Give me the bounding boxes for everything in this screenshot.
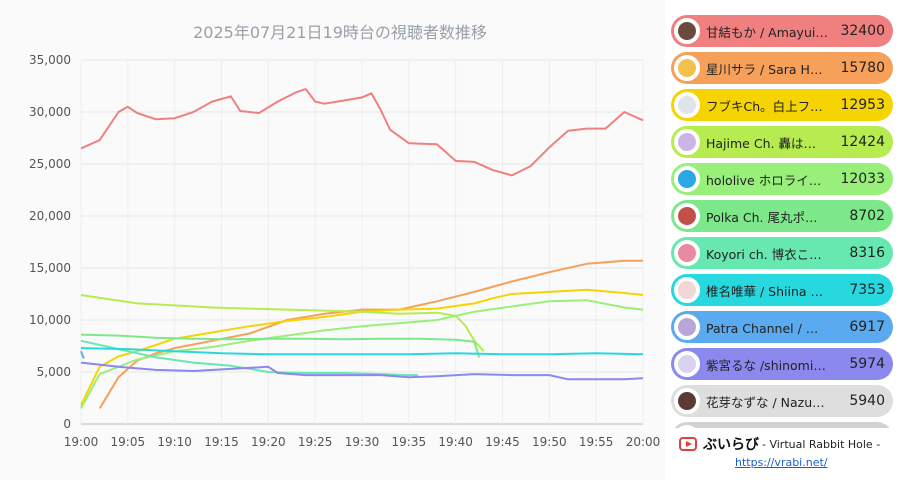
ranking-item[interactable]: Patra Channel / 周防パトラ 6917: [671, 311, 893, 343]
viewer-line-chart: 2025年07月21日19時台の視聴者数推移 0 5,000 10,000 15,00…: [29, 23, 661, 449]
ranking-item[interactable]: Polka Ch. 尾丸ポルカ 8702: [671, 200, 893, 232]
channel-avatar: [674, 166, 700, 192]
viewer-count: 15780: [840, 60, 885, 76]
ranking-item[interactable]: 紫宮るな /shinomiya runa 5974: [671, 348, 893, 380]
channel-name: フブキCh。白上フブキ: [706, 98, 828, 114]
x-tick-label: 20:00: [626, 435, 661, 449]
viewer-count: 5974: [849, 356, 885, 372]
chart-title: 2025年07月21日19時台の視聴者数推移: [193, 23, 487, 42]
y-tick-label: 35,000: [29, 53, 71, 67]
brand-tagline: - Virtual Rabbit Hole -: [762, 437, 881, 451]
channel-name: Patra Channel / 周防パトラ: [706, 320, 828, 336]
x-tick-label: 19:25: [298, 435, 333, 449]
x-tick-label: 19:10: [157, 435, 192, 449]
ranking-item[interactable]: 甘結もか / Amayui Moka 32400: [671, 15, 893, 47]
ranking-item[interactable]: 花芽なずな / Nazuna Kaga 5940: [671, 385, 893, 417]
channel-name: Koyori ch. 博衣こより: [706, 246, 828, 262]
x-tick-label: 19:45: [485, 435, 520, 449]
ranking-item[interactable]: フブキCh。白上フブキ 12953: [671, 89, 893, 121]
viewer-count: 8316: [849, 245, 885, 261]
channel-name: 椎名唯華 / Shiina Yuika: [706, 283, 828, 299]
brand-link[interactable]: https://vrabi.net/: [735, 456, 828, 469]
x-tick-label: 19:40: [438, 435, 473, 449]
channel-name: Hajime Ch. 轟はじめ: [706, 135, 828, 151]
viewer-count: 32400: [840, 23, 885, 39]
y-tick-label: 30,000: [29, 105, 71, 119]
y-tick-label: 10,000: [29, 313, 71, 327]
x-tick-label: 19:05: [111, 435, 146, 449]
viewer-count: 12033: [840, 171, 885, 187]
channel-avatar: [674, 388, 700, 414]
channel-name: 紫宮るな /shinomiya runa: [706, 357, 828, 373]
ranking-item[interactable]: 星川サラ / Sara Hoshikawa 15780: [671, 52, 893, 84]
series-line-4: [80, 294, 485, 352]
ranking-list: 甘結もか / Amayui Moka 32400 星川サラ / Sara Hoshi…: [671, 15, 893, 459]
y-tick-label: 20,000: [29, 209, 71, 223]
channel-avatar: [674, 277, 700, 303]
channel-avatar: [674, 129, 700, 155]
ranking-sidebar: 甘結もか / Amayui Moka 32400 星川サラ / Sara Hoshi…: [665, 0, 900, 480]
chart-area: 2025年07月21日19時台の視聴者数推移 0 5,000 10,000 15,00…: [29, 23, 661, 449]
channel-avatar: [674, 92, 700, 118]
brand-name: ぶいらび: [703, 437, 759, 453]
x-tick-label: 19:55: [579, 435, 614, 449]
channel-name: hololive ホロライブ - VTuber Group: [706, 172, 828, 188]
channel-avatar: [674, 203, 700, 229]
series-line-1: [80, 88, 644, 177]
play-icon: [679, 437, 697, 451]
series-line-8: [80, 347, 644, 356]
viewer-count: 6917: [849, 319, 885, 335]
viewer-count: 12424: [840, 134, 885, 150]
channel-avatar: [674, 18, 700, 44]
brand-footer: ぶいらび - Virtual Rabbit Hole - https://vra…: [665, 428, 900, 480]
channel-name: Polka Ch. 尾丸ポルカ: [706, 209, 828, 225]
ranking-item[interactable]: hololive ホロライブ - VTuber Group 12033: [671, 163, 893, 195]
series-line-2: [98, 259, 643, 409]
series-line-10: [80, 361, 644, 381]
viewer-count: 7353: [849, 282, 885, 298]
x-tick-label: 19:20: [251, 435, 286, 449]
viewer-count: 12953: [840, 97, 885, 113]
viewer-count: 8702: [849, 208, 885, 224]
x-tick-label: 19:00: [64, 435, 99, 449]
ranking-item[interactable]: Hajime Ch. 轟はじめ 12424: [671, 126, 893, 158]
series-line-5: [80, 299, 644, 409]
series-line-6: [80, 333, 481, 358]
x-tick-label: 19:15: [204, 435, 239, 449]
series-line-7: [80, 339, 419, 377]
y-tick-label: 25,000: [29, 157, 71, 171]
channel-name: 花芽なずな / Nazuna Kaga: [706, 394, 828, 410]
channel-avatar: [674, 314, 700, 340]
channel-avatar: [674, 240, 700, 266]
channel-avatar: [674, 351, 700, 377]
y-tick-label: 0: [63, 417, 71, 431]
viewer-count: 5940: [849, 393, 885, 409]
ranking-item[interactable]: 椎名唯華 / Shiina Yuika 7353: [671, 274, 893, 306]
y-tick-label: 5,000: [37, 365, 71, 379]
x-tick-label: 19:30: [345, 435, 380, 449]
brand-row: ぶいらび - Virtual Rabbit Hole -: [679, 434, 880, 454]
channel-name: 甘結もか / Amayui Moka: [706, 24, 828, 40]
series-line-9: [80, 350, 85, 359]
channel-avatar: [674, 55, 700, 81]
ranking-item[interactable]: Koyori ch. 博衣こより 8316: [671, 237, 893, 269]
x-tick-label: 19:50: [532, 435, 567, 449]
y-tick-label: 15,000: [29, 261, 71, 275]
channel-name: 星川サラ / Sara Hoshikawa: [706, 61, 828, 77]
x-tick-label: 19:35: [392, 435, 427, 449]
